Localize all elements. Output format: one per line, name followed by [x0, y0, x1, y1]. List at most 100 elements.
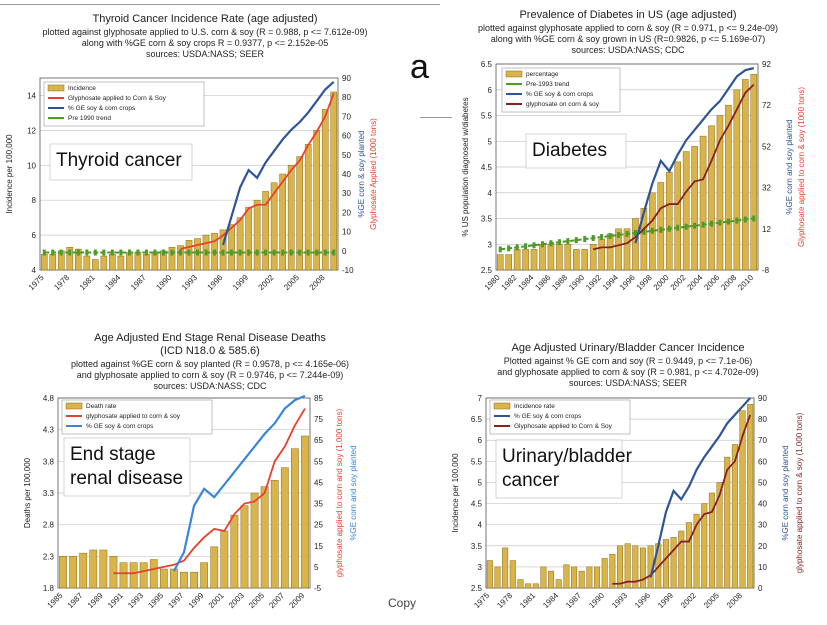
bar	[49, 254, 57, 271]
bar	[708, 125, 715, 271]
y-left-tick-label: 4.5	[471, 500, 483, 509]
bar	[532, 583, 539, 589]
y-left-tick-label: 4	[488, 189, 493, 198]
trend-marker	[221, 249, 225, 256]
y-right-axis-label: %GE corn & soy planted	[357, 130, 366, 217]
x-tick-label: 2008	[308, 273, 327, 292]
bar	[321, 109, 329, 271]
callout-label: Diabetes	[532, 140, 607, 161]
bar	[280, 467, 289, 589]
bar	[40, 254, 48, 271]
y-right-tick-label: 30	[342, 189, 351, 198]
legend-swatch-bar	[493, 402, 511, 410]
bar	[693, 513, 700, 589]
trend-marker	[659, 226, 663, 233]
x-tick-label: 1990	[587, 591, 606, 610]
legend-label: % GE soy & corn crops	[68, 105, 136, 112]
bar	[99, 549, 108, 589]
bar	[245, 206, 252, 271]
legend-label: Incidence	[68, 85, 96, 92]
trend-marker	[136, 249, 140, 256]
y-right-tick-label: 60	[758, 457, 767, 466]
bar	[517, 579, 524, 589]
bar	[662, 539, 669, 589]
legend-box	[43, 81, 205, 127]
chart-subtitle-line: plotted against %GE corn & soy planted (…	[71, 359, 349, 369]
trend-marker	[693, 222, 697, 229]
y-right-tick-label: 92	[762, 60, 771, 69]
x-tick-label: 1984	[103, 273, 122, 292]
y-right-tick-label: 50	[342, 151, 351, 160]
x-tick-label: 1981	[78, 273, 97, 292]
callout-box	[63, 437, 191, 497]
y-left-tick-label: 3.5	[481, 215, 493, 224]
legend-label: Pre-1993 trend	[526, 81, 570, 88]
y-left-tick-label: 3.8	[43, 457, 55, 466]
trend-marker	[701, 221, 705, 228]
x-tick-label: 1990	[154, 273, 173, 292]
y-left-tick-label: 14	[27, 91, 36, 100]
x-tick-label: 1986	[533, 273, 552, 292]
bar	[657, 182, 665, 271]
y-right-tick-label: 80	[758, 415, 767, 424]
bar	[699, 135, 707, 271]
bar	[750, 74, 758, 271]
bar	[555, 579, 562, 589]
bar	[708, 492, 715, 589]
legend-label: Glyphosate applied to Corn & Soy	[514, 423, 613, 430]
x-tick-label: 1992	[584, 273, 603, 292]
bar	[279, 173, 286, 271]
diabetes-chart: 2.533.544.555.566.5-81232527292198019821…	[461, 60, 806, 292]
trend-marker	[102, 249, 106, 256]
bar	[262, 191, 269, 271]
y-left-tick-label: 3.5	[471, 542, 483, 551]
bar	[530, 249, 538, 271]
callout-label: Thyroid cancer	[56, 150, 182, 171]
y-left-axis-label: Incidence per 100,000	[451, 453, 460, 533]
trend-marker	[289, 249, 293, 256]
bar	[742, 79, 749, 271]
bar	[581, 249, 589, 271]
x-tick-label: 1978	[495, 591, 514, 610]
x-tick-label: 2007	[267, 591, 286, 610]
x-tick-label: 1988	[550, 273, 569, 292]
x-tick-label: 2008	[719, 273, 738, 292]
bar	[496, 254, 504, 271]
chart-subtitle-line: and glyphosate applied to corn & soy (R …	[76, 370, 344, 380]
chart-subtitle-line: sources: USDA:NASS; SEER	[568, 378, 688, 388]
bar	[540, 566, 547, 589]
x-tick-label: 1996	[618, 273, 637, 292]
bar	[486, 560, 493, 589]
trend-marker	[532, 242, 536, 249]
trend-marker	[591, 235, 595, 242]
y-left-axis-label: % US population diagnosed w/diabetes	[461, 97, 470, 236]
x-tick-label: 2003	[227, 591, 246, 610]
trend-marker	[752, 215, 756, 222]
x-tick-label: 1980	[483, 273, 502, 292]
trend-marker	[238, 249, 242, 256]
top-rule-left	[0, 4, 440, 5]
x-tick-label: 1999	[231, 273, 250, 292]
x-tick-label: 2010	[736, 273, 755, 292]
y-right-tick-label: 0	[342, 247, 347, 256]
bar	[270, 182, 278, 271]
trend-marker	[127, 249, 131, 256]
x-tick-label: 1995	[146, 591, 165, 610]
y-left-tick-label: 4.8	[43, 394, 55, 403]
ge-series-line	[222, 81, 335, 246]
y-left-tick-label: 2.8	[43, 521, 55, 530]
trend-marker	[608, 233, 612, 240]
trend-marker	[600, 234, 604, 241]
bar	[509, 560, 516, 589]
bar	[616, 545, 624, 589]
chart-title: Age Adjusted End Stage Renal Disease Dea…	[94, 332, 326, 344]
glyphosate-series-line	[180, 93, 335, 250]
trend-marker	[726, 218, 730, 225]
x-tick-label: 2006	[702, 273, 721, 292]
legend-label: glyphosate on corn & soy	[526, 101, 600, 108]
x-tick-label: 1999	[656, 591, 675, 610]
trend-marker	[557, 239, 561, 246]
bar	[494, 566, 501, 589]
trend-marker	[85, 249, 89, 256]
x-tick-label: 2002	[669, 273, 688, 292]
